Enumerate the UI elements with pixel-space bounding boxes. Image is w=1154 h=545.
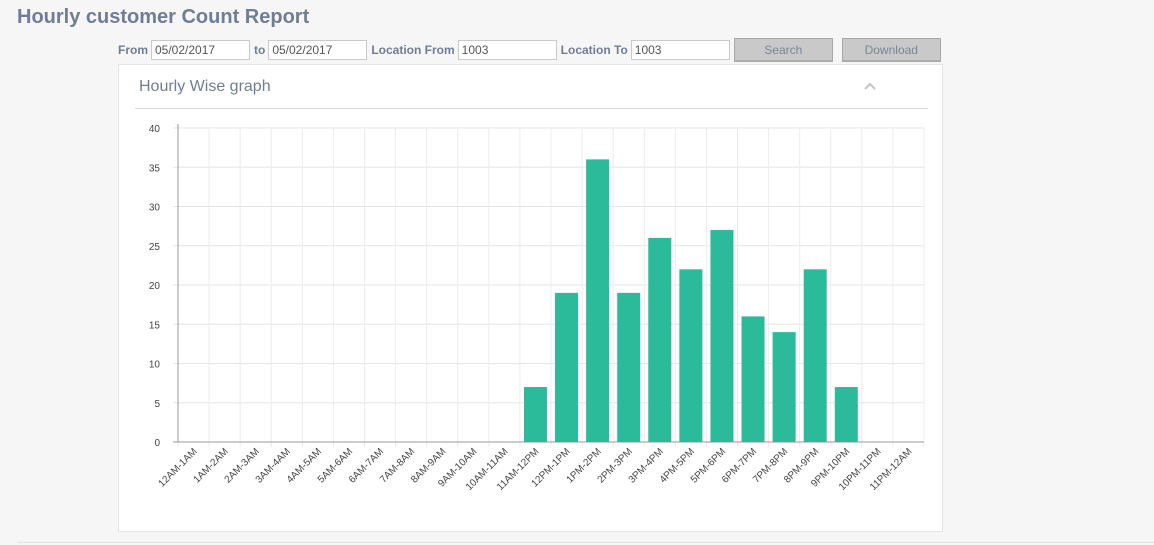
hourly-bar-chart: 051015202530354012AM-1AM1AM-2AM2AM-3AM3A…: [119, 65, 944, 533]
y-tick-label: 5: [154, 399, 160, 410]
to-label: to: [254, 43, 265, 57]
y-tick-label: 35: [149, 163, 161, 174]
from-label: From: [118, 43, 148, 57]
y-tick-label: 0: [154, 438, 160, 449]
y-tick-label: 30: [149, 203, 161, 214]
bar-11am-12pm[interactable]: [524, 387, 547, 442]
location-to-input[interactable]: [631, 40, 730, 60]
to-date-input[interactable]: [268, 40, 367, 60]
x-tick-label: 12AM-1AM: [157, 446, 200, 489]
page-title: Hourly customer Count Report: [17, 6, 309, 29]
bar-12pm-1pm[interactable]: [555, 293, 578, 442]
y-tick-label: 15: [149, 320, 161, 331]
bar-6pm-7pm[interactable]: [742, 316, 765, 442]
y-tick-label: 20: [149, 281, 161, 292]
bar-3pm-4pm[interactable]: [648, 238, 671, 442]
bar-7pm-8pm[interactable]: [773, 332, 796, 442]
location-from-label: Location From: [371, 43, 454, 57]
bar-4pm-5pm[interactable]: [679, 269, 702, 442]
y-tick-label: 25: [149, 242, 161, 253]
search-button[interactable]: Search: [734, 38, 833, 62]
filter-bar: From to Location From Location To Search…: [118, 38, 941, 62]
hourly-graph-panel: Hourly Wise graph 0 5 10 15 20 25 30 35 40 12AM-1…: [118, 64, 943, 532]
bar-2pm-3pm[interactable]: [617, 293, 640, 442]
from-date-input[interactable]: [151, 40, 250, 60]
download-button[interactable]: Download: [842, 38, 941, 62]
divider: [17, 542, 1154, 543]
bar-9pm-10pm[interactable]: [835, 387, 858, 442]
location-to-label: Location To: [561, 43, 628, 57]
bar-8pm-9pm[interactable]: [804, 269, 827, 442]
y-tick-label: 10: [149, 360, 161, 371]
y-tick-label: 40: [149, 124, 161, 135]
location-from-input[interactable]: [458, 40, 557, 60]
bar-1pm-2pm[interactable]: [586, 159, 609, 442]
bar-5pm-6pm[interactable]: [710, 230, 733, 442]
